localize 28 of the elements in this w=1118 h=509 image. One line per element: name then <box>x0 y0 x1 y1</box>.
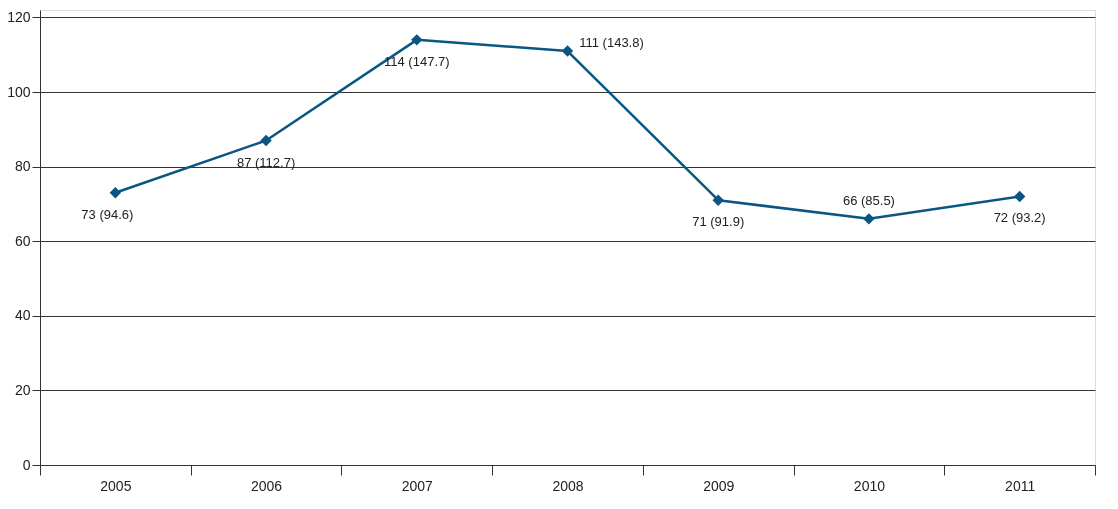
data-label: 87 (112.7) <box>236 154 296 170</box>
point <box>1013 190 1026 203</box>
point <box>411 34 423 46</box>
x-tick-label: 2007 <box>401 477 434 494</box>
point <box>712 194 724 206</box>
y-tick-label: 100 <box>7 83 31 100</box>
point <box>109 187 122 199</box>
data-label: 66 (85.5) <box>842 192 895 208</box>
data-label: 111 (143.8) <box>579 35 644 51</box>
x-tick-label: 2010 <box>853 477 886 494</box>
data-label: 72 (93.2) <box>993 210 1046 226</box>
y-tick-label: 40 <box>14 307 31 324</box>
x-tick-label: 2011 <box>1005 477 1036 494</box>
data-label: 114 (147.7) <box>384 53 450 69</box>
y-tick-label: 0 <box>22 456 31 473</box>
y-tick-label: 60 <box>14 232 31 249</box>
x-tick-label: 2006 <box>250 477 283 494</box>
data-label: 71 (91.9) <box>692 214 745 230</box>
point <box>260 134 272 147</box>
y-tick-label: 20 <box>14 381 31 398</box>
x-tick-label: 2008 <box>552 477 584 494</box>
y-tick-label: 120 <box>7 8 31 25</box>
y-tick-label: 80 <box>14 158 31 175</box>
x-tick-label: 2009 <box>703 477 735 494</box>
point <box>561 45 574 57</box>
x-tick-label: 2005 <box>100 477 132 494</box>
data-label: 73 (94.6) <box>81 206 134 222</box>
point <box>863 213 875 225</box>
